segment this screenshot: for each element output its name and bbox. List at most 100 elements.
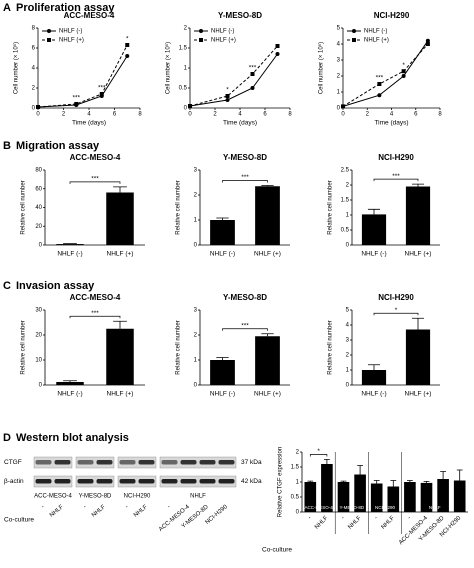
x-tick-label: NHLF (-) [57, 391, 82, 398]
significance-label: * [395, 307, 398, 314]
blot-lane-label: NHLF [133, 504, 149, 519]
x-tick-label: 4 [390, 112, 394, 118]
section-letter: C [3, 280, 11, 292]
y-tick-label: 0 [39, 383, 43, 389]
y-tick-label: 30 [35, 308, 42, 314]
y-tick-label: 3 [194, 168, 198, 174]
y-tick-label: 4 [337, 42, 341, 48]
x-axis-label: Time (days) [374, 120, 408, 127]
error-bar [113, 320, 127, 329]
bar [405, 186, 431, 245]
blot-band [180, 479, 197, 484]
bar [453, 480, 466, 512]
y-tick-label: 20 [35, 224, 42, 230]
y-tick-label: 0.5 [291, 495, 300, 501]
bar [420, 482, 433, 512]
bar [106, 328, 134, 385]
significance-bracket [69, 181, 121, 184]
significance-bracket [222, 328, 268, 331]
bar [354, 474, 366, 512]
y-tick-label: 1 [194, 358, 198, 364]
x-tick-label: NHLF (-) [361, 391, 386, 398]
blot-lane-label: - [124, 504, 129, 510]
y-tick-label: 2 [346, 183, 350, 189]
error-bar [340, 480, 347, 482]
bar [304, 482, 317, 512]
group-label: Y-MESO-8D [340, 505, 365, 510]
x-tick-label: 0 [341, 112, 345, 118]
significance-label: *** [91, 310, 99, 317]
y-tick-label: 2 [32, 86, 36, 92]
error-bar [261, 185, 274, 187]
significance-label: * [317, 448, 320, 455]
x-tick-label: 6 [113, 112, 117, 118]
error-bar [63, 380, 77, 382]
y-tick-label: 0 [346, 243, 350, 249]
group-label: NCI-H290 [375, 505, 396, 510]
error-bar [406, 480, 413, 482]
blot-band [119, 460, 136, 465]
section-title: Western blot analysis [16, 432, 129, 444]
group-label: ACC-MESO-4 [304, 505, 333, 510]
y-tick-label: 5 [346, 308, 350, 314]
blot-strip [75, 475, 115, 488]
data-point [425, 42, 430, 46]
bar [210, 360, 235, 385]
blot-band [77, 479, 94, 484]
data-point [225, 98, 230, 102]
blot-band [161, 460, 178, 465]
x-tick-label: NHLF (+) [254, 391, 281, 398]
x-tick-label: 8 [138, 112, 142, 118]
data-point [125, 43, 130, 47]
significance-label: *** [392, 173, 400, 180]
bar [387, 486, 400, 512]
chart-title: Y-MESO-8D [218, 11, 262, 20]
significance-bracket [373, 178, 419, 182]
legend-marker [199, 29, 203, 33]
series-line [37, 44, 128, 108]
error-bar [216, 357, 229, 360]
data-point [250, 86, 255, 90]
x-tick-label: 4 [238, 112, 242, 118]
blot-group-label: ACC-MESO-4 [34, 494, 72, 500]
y-tick-label: 0 [39, 243, 43, 249]
data-point [377, 82, 382, 86]
data-point [250, 72, 255, 76]
y-tick-label: 10 [35, 358, 42, 364]
bar [361, 214, 387, 245]
y-tick-label: 1 [346, 368, 350, 374]
blot-band [138, 479, 155, 484]
legend-marker [352, 29, 356, 33]
y-axis-label: Cell number (× 10⁵) [13, 42, 20, 94]
blot-size-label: 42 kDa [241, 478, 262, 485]
data-point [401, 69, 406, 74]
blot-band [180, 460, 197, 465]
error-bar [367, 208, 381, 215]
blot-band [199, 479, 216, 484]
blot-band [54, 479, 71, 484]
significance-label: *** [249, 65, 257, 72]
data-point [275, 44, 280, 48]
blot-strip [159, 456, 237, 469]
blot-lane-label: ACC-MESO-4 [158, 504, 191, 533]
legend-marker [199, 38, 203, 42]
y-tick-label: 5 [337, 26, 341, 32]
y-tick-label: 4 [32, 66, 36, 72]
x-tick-label: - [307, 515, 313, 521]
data-point [225, 94, 230, 98]
y-axis-label: Relative cell number [176, 180, 182, 234]
section-letter: A [3, 2, 11, 14]
data-point [425, 38, 430, 43]
blot-strip [75, 456, 115, 469]
y-axis-label: Relative cell number [21, 320, 27, 374]
legend-marker [352, 38, 356, 42]
y-tick-label: 1 [194, 218, 198, 224]
blot-lane-label: - [82, 504, 87, 510]
bar [210, 220, 235, 245]
y-tick-label: 1 [346, 213, 350, 219]
significance-label: *** [241, 322, 249, 329]
significance-label: * [226, 87, 229, 94]
y-tick-label: 3 [346, 338, 350, 344]
blot-strip [33, 475, 73, 488]
